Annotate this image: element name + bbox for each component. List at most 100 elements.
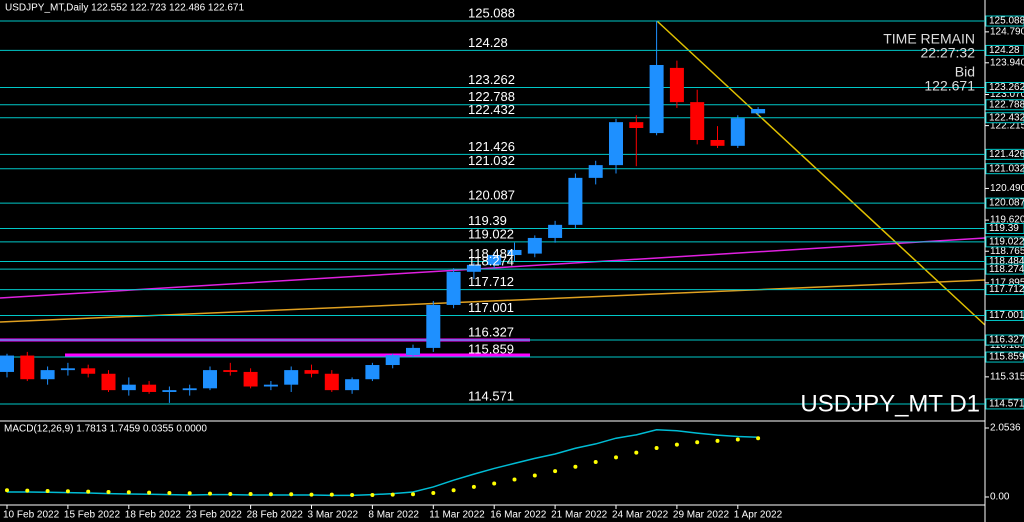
macd-tick-label: 2.0536: [990, 423, 1021, 434]
level-label: 121.032: [468, 153, 515, 168]
x-tick-label: 1 Apr 2022: [734, 510, 783, 521]
y-tick-label: 124.790: [990, 27, 1024, 38]
signal-dot: [512, 477, 517, 482]
signal-dot: [614, 455, 618, 460]
level-axis-box: [985, 222, 1024, 234]
level-axis-box: [985, 309, 1024, 321]
macd-line: [7, 429, 759, 497]
y-tick-label: 118.765: [990, 246, 1024, 257]
level-label: 114.571: [468, 388, 514, 403]
level-axis-label: 118.274: [989, 264, 1024, 275]
level-axis-box: [985, 334, 1024, 346]
signal-dot: [390, 492, 395, 497]
candle-body: [548, 224, 563, 238]
signal-dot: [553, 469, 558, 474]
candle-body: [162, 390, 177, 392]
level-axis-label: 117.001: [989, 310, 1024, 321]
bid: 122.671: [924, 78, 975, 94]
signal-dot: [126, 490, 131, 495]
candle-body: [588, 165, 603, 178]
x-tick-label: 10 Feb 2022: [3, 510, 60, 521]
signal-dot: [471, 484, 476, 489]
y-tick-label: 123.940: [990, 57, 1024, 68]
candle-body: [243, 371, 258, 387]
level-axis-box: [985, 99, 1024, 111]
x-tick-label: 3 Mar 2022: [308, 510, 359, 521]
candle-body: [101, 373, 116, 391]
signal-dot: [593, 460, 598, 465]
y-tick-label: 120.490: [990, 183, 1024, 194]
level-label: 119.022: [468, 226, 514, 241]
level-label: 116.327: [468, 324, 514, 339]
signal-dot: [674, 442, 679, 447]
candle-body: [142, 384, 157, 392]
level-axis-label: 123.262: [989, 82, 1024, 93]
x-tick-label: 29 Mar 2022: [673, 510, 730, 521]
level-axis-label: 118.484: [989, 256, 1024, 267]
candle-body: [527, 237, 542, 254]
time-remain-label: TIME REMAIN: [883, 31, 975, 47]
signal-dot: [451, 488, 456, 493]
candle-body: [609, 122, 623, 166]
candle-body: [263, 384, 278, 387]
level-axis-box: [985, 148, 1024, 160]
y-tick-label: 117.895: [990, 278, 1024, 289]
x-tick-label: 28 Feb 2022: [247, 510, 304, 521]
level-label: 122.432: [468, 102, 515, 117]
candle-body: [406, 347, 420, 356]
level-axis-box: [985, 263, 1024, 275]
candle-body: [426, 304, 441, 348]
x-tick-label: 21 Mar 2022: [551, 510, 608, 521]
level-axis-label: 119.39: [989, 223, 1019, 234]
signal-dot: [45, 488, 50, 493]
level-axis-box: [985, 15, 1024, 27]
candle-body: [487, 255, 502, 265]
signal-dot: [756, 436, 761, 441]
candle-body: [182, 388, 197, 391]
candle-body: [223, 370, 238, 372]
y-tick-label: 122.215: [990, 120, 1024, 131]
signal-dot: [715, 438, 720, 443]
x-tick-label: 18 Feb 2022: [125, 510, 182, 521]
candle-body: [121, 384, 136, 391]
symbol-label: USDJPY_MT D1: [800, 390, 980, 417]
candle-body: [324, 373, 339, 391]
level-axis-label: 125.088: [989, 16, 1024, 27]
time-remain: 22:27:32: [921, 45, 976, 61]
level-label: 118.484: [468, 246, 514, 261]
level-axis-box: [985, 163, 1024, 175]
candle-body: [365, 365, 380, 380]
signal-dot: [492, 481, 497, 486]
x-tick-label: 15 Feb 2022: [64, 510, 121, 521]
candle-body: [203, 370, 217, 389]
candle-body: [466, 264, 481, 272]
signal-dot: [228, 491, 233, 496]
candle-body: [507, 249, 522, 256]
y-tick-label: 119.620: [990, 215, 1024, 226]
level-label: 125.088: [468, 5, 515, 20]
level-axis-box: [985, 81, 1024, 93]
bid-label: Bid: [955, 64, 975, 80]
signal-dot: [248, 491, 253, 496]
candle-body: [60, 368, 75, 371]
level-axis-box: [985, 398, 1024, 410]
signal-dot: [86, 489, 91, 494]
level-axis-label: 122.788: [989, 99, 1024, 110]
candle-body: [81, 368, 96, 374]
x-tick-label: 23 Feb 2022: [186, 510, 243, 521]
x-tick-label: 24 Mar 2022: [612, 510, 669, 521]
candle-body: [385, 355, 400, 366]
signal-dot: [329, 492, 334, 497]
signal-dot: [309, 492, 314, 497]
header: USDJPY_MT,Daily 122.552 122.723 122.486 …: [5, 3, 244, 14]
level-axis-box: [985, 236, 1024, 248]
signal-dot: [695, 440, 700, 445]
candle-body: [710, 140, 725, 146]
signal-dot: [573, 464, 578, 469]
level-label: 121.426: [468, 139, 515, 154]
level-axis-label: 121.032: [989, 163, 1024, 174]
signal-dot: [106, 489, 111, 494]
candle-body: [304, 370, 319, 374]
level-axis-label: 120.087: [989, 198, 1024, 209]
